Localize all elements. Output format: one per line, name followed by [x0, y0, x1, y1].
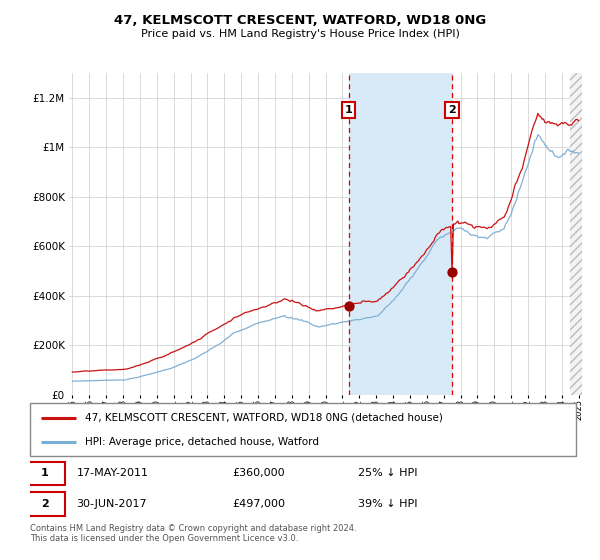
Point: [447, 267, 457, 276]
FancyBboxPatch shape: [25, 461, 65, 485]
Point: [344, 301, 353, 310]
Bar: [570, 73, 600, 395]
Text: 47, KELMSCOTT CRESCENT, WATFORD, WD18 0NG: 47, KELMSCOTT CRESCENT, WATFORD, WD18 0N…: [114, 14, 486, 27]
Text: 1: 1: [41, 468, 49, 478]
Text: 2: 2: [448, 105, 456, 115]
Text: 2: 2: [41, 499, 49, 509]
Text: 39% ↓ HPI: 39% ↓ HPI: [358, 499, 417, 509]
Text: HPI: Average price, detached house, Watford: HPI: Average price, detached house, Watf…: [85, 437, 319, 447]
Text: 17-MAY-2011: 17-MAY-2011: [76, 468, 148, 478]
Text: 25% ↓ HPI: 25% ↓ HPI: [358, 468, 417, 478]
FancyBboxPatch shape: [25, 492, 65, 516]
Text: Price paid vs. HM Land Registry's House Price Index (HPI): Price paid vs. HM Land Registry's House …: [140, 29, 460, 39]
Bar: [349, 73, 452, 395]
Text: £497,000: £497,000: [232, 499, 285, 509]
Text: 1: 1: [345, 105, 353, 115]
Text: Contains HM Land Registry data © Crown copyright and database right 2024.
This d: Contains HM Land Registry data © Crown c…: [30, 524, 356, 543]
Text: £360,000: £360,000: [232, 468, 284, 478]
Text: 30-JUN-2017: 30-JUN-2017: [76, 499, 147, 509]
Text: 47, KELMSCOTT CRESCENT, WATFORD, WD18 0NG (detached house): 47, KELMSCOTT CRESCENT, WATFORD, WD18 0N…: [85, 413, 442, 423]
